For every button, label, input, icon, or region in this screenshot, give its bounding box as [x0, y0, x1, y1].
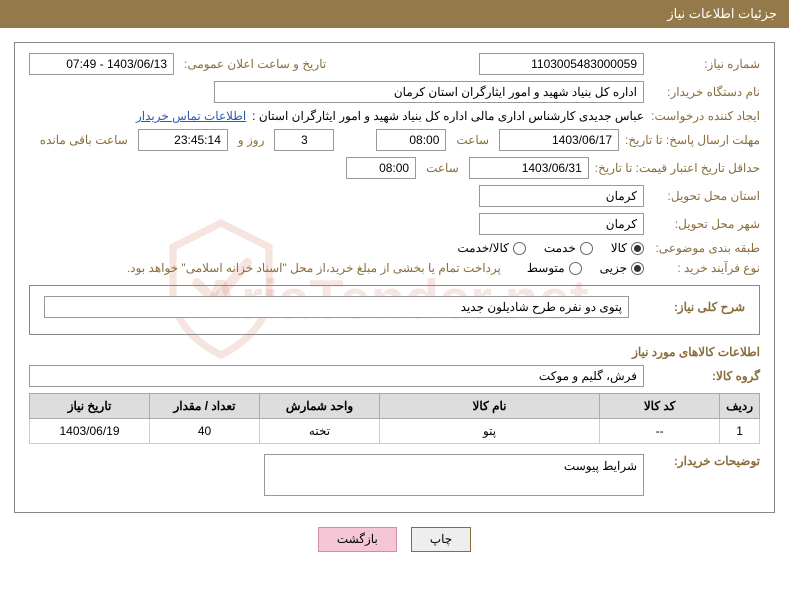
radio-both[interactable]: کالا/خدمت: [457, 241, 525, 255]
province-label: استان محل تحویل:: [650, 189, 760, 203]
row-city: شهر محل تحویل: کرمان: [29, 213, 760, 235]
countdown-field: 23:45:14: [138, 129, 228, 151]
buyer-field: اداره کل بنیاد شهید و امور ایثارگران است…: [214, 81, 644, 103]
radio-both-label: کالا/خدمت: [457, 241, 508, 255]
radio-service[interactable]: خدمت: [544, 241, 593, 255]
radio-medium-dot: [569, 262, 582, 275]
validity-label: حداقل تاریخ اعتبار قیمت: تا تاریخ:: [595, 161, 760, 175]
buyer-notes-label: توضیحات خریدار:: [650, 454, 760, 468]
province-field: کرمان: [479, 185, 644, 207]
radio-medium-label: متوسط: [527, 261, 565, 275]
th-date: تاریخ نیاز: [30, 394, 150, 419]
page-title: جزئیات اطلاعات نیاز: [667, 6, 777, 21]
back-button[interactable]: بازگشت: [318, 527, 397, 552]
radio-partial-dot: [631, 262, 644, 275]
row-deadline: مهلت ارسال پاسخ: تا تاریخ: 1403/06/17 سا…: [29, 129, 760, 151]
days-field: 3: [274, 129, 334, 151]
need-number-label: شماره نیاز:: [650, 57, 760, 71]
goods-table: ردیف کد کالا نام کالا واحد شمارش تعداد /…: [29, 393, 760, 444]
row-province: استان محل تحویل: کرمان: [29, 185, 760, 207]
td-date: 1403/06/19: [30, 419, 150, 444]
buyer-label: نام دستگاه خریدار:: [650, 85, 760, 99]
td-code: --: [600, 419, 720, 444]
announce-field: 1403/06/13 - 07:49: [29, 53, 174, 75]
category-radio-group: کالا خدمت کالا/خدمت: [457, 241, 644, 255]
radio-goods-label: کالا: [611, 241, 627, 255]
days-and-label: روز و: [234, 133, 269, 147]
time-label-2: ساعت: [422, 161, 463, 175]
remaining-label: ساعت باقی مانده: [36, 133, 132, 147]
time-label-1: ساعت: [452, 133, 493, 147]
goods-group-label: گروه کالا:: [650, 369, 760, 383]
print-button[interactable]: چاپ: [411, 527, 471, 552]
goods-section-title: اطلاعات کالاهای مورد نیاز: [29, 345, 760, 359]
row-buyer: نام دستگاه خریدار: اداره کل بنیاد شهید و…: [29, 81, 760, 103]
th-code: کد کالا: [600, 394, 720, 419]
radio-both-dot: [513, 242, 526, 255]
row-general-desc: شرح کلی نیاز: پتوی دو نفره طرح شادیلون ج…: [44, 296, 745, 318]
row-creator: ایجاد کننده درخواست: عباس جدیدی کارشناس …: [29, 109, 760, 123]
table-row: 1 -- پتو تخته 40 1403/06/19: [30, 419, 760, 444]
button-row: چاپ بازگشت: [0, 527, 789, 552]
validity-date-field: 1403/06/31: [469, 157, 589, 179]
row-need-number: شماره نیاز: 1103005483000059 تاریخ و ساع…: [29, 53, 760, 75]
th-unit: واحد شمارش: [260, 394, 380, 419]
buyer-notes-field: شرایط پیوست: [264, 454, 644, 496]
page-header: جزئیات اطلاعات نیاز: [0, 0, 789, 28]
th-idx: ردیف: [720, 394, 760, 419]
deadline-label: مهلت ارسال پاسخ: تا تاریخ:: [625, 133, 760, 147]
table-header-row: ردیف کد کالا نام کالا واحد شمارش تعداد /…: [30, 394, 760, 419]
radio-service-dot: [580, 242, 593, 255]
th-qty: تعداد / مقدار: [150, 394, 260, 419]
contact-link[interactable]: اطلاعات تماس خریدار: [136, 109, 246, 123]
row-process: نوع فرآیند خرید : جزیی متوسط پرداخت تمام…: [29, 261, 760, 275]
city-field: کرمان: [479, 213, 644, 235]
process-radio-group: جزیی متوسط: [527, 261, 644, 275]
goods-group-field: فرش، گلیم و موکت: [29, 365, 644, 387]
description-box: شرح کلی نیاز: پتوی دو نفره طرح شادیلون ج…: [29, 285, 760, 335]
td-name: پتو: [380, 419, 600, 444]
td-qty: 40: [150, 419, 260, 444]
city-label: شهر محل تحویل:: [650, 217, 760, 231]
radio-service-label: خدمت: [544, 241, 576, 255]
radio-partial[interactable]: جزیی: [600, 261, 644, 275]
creator-value: عباس جدیدی کارشناس اداری مالی اداره کل ب…: [252, 109, 644, 123]
general-desc-label: شرح کلی نیاز:: [635, 300, 745, 314]
deadline-date-field: 1403/06/17: [499, 129, 619, 151]
radio-goods-dot: [631, 242, 644, 255]
deadline-time-field: 08:00: [376, 129, 446, 151]
row-goods-group: گروه کالا: فرش، گلیم و موکت: [29, 365, 760, 387]
general-desc-field: پتوی دو نفره طرح شادیلون جدید: [44, 296, 629, 318]
announce-label: تاریخ و ساعت اعلان عمومی:: [180, 57, 330, 71]
td-idx: 1: [720, 419, 760, 444]
process-note: پرداخت تمام یا بخشی از مبلغ خرید،از محل …: [127, 261, 501, 275]
radio-medium[interactable]: متوسط: [527, 261, 582, 275]
creator-label: ایجاد کننده درخواست:: [650, 109, 760, 123]
row-buyer-notes: توضیحات خریدار: شرایط پیوست: [29, 454, 760, 496]
validity-time-field: 08:00: [346, 157, 416, 179]
radio-partial-label: جزیی: [600, 261, 627, 275]
th-name: نام کالا: [380, 394, 600, 419]
radio-goods[interactable]: کالا: [611, 241, 644, 255]
row-category: طبقه بندی موضوعی: کالا خدمت کالا/خدمت: [29, 241, 760, 255]
main-form-container: شماره نیاز: 1103005483000059 تاریخ و ساع…: [14, 42, 775, 513]
row-validity: حداقل تاریخ اعتبار قیمت: تا تاریخ: 1403/…: [29, 157, 760, 179]
category-label: طبقه بندی موضوعی:: [650, 241, 760, 255]
process-label: نوع فرآیند خرید :: [650, 261, 760, 275]
td-unit: تخته: [260, 419, 380, 444]
need-number-field: 1103005483000059: [479, 53, 644, 75]
